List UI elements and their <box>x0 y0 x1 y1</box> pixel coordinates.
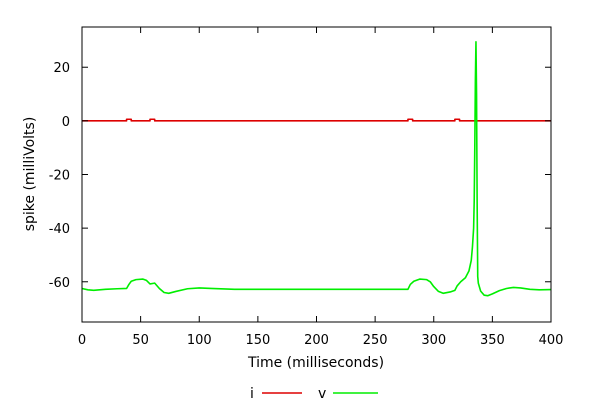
x-tick-label: 100 <box>187 333 212 348</box>
x-tick-label: 0 <box>78 333 86 348</box>
legend-label-i: i <box>250 386 254 402</box>
series-layer <box>81 40 552 297</box>
x-tick-label: 200 <box>304 333 329 348</box>
x-tick-label: 250 <box>363 333 388 348</box>
ticks-layer <box>81 27 552 322</box>
tick-labels-layer: 0 50 100 150 200 250 300 350 400 -60 -40 -20 0 20 <box>49 61 564 348</box>
series-line-i <box>82 118 551 122</box>
x-tick-label: 300 <box>421 333 446 348</box>
plot-frame <box>81 26 552 323</box>
x-tick-label: 400 <box>539 333 564 348</box>
y-axis-label: spike (milliVolts) <box>22 117 38 232</box>
y-tick-label: -20 <box>49 169 70 184</box>
y-tick-label: 0 <box>62 115 70 130</box>
y-tick-label: 20 <box>53 61 70 76</box>
x-tick-label: 150 <box>245 333 270 348</box>
legend-label-v: v <box>318 386 326 402</box>
y-tick-label: -60 <box>49 276 70 291</box>
x-axis-label: Time (milliseconds) <box>247 355 384 371</box>
x-tick-label: 50 <box>132 333 149 348</box>
y-tick-label: -40 <box>49 222 70 237</box>
x-tick-label: 350 <box>480 333 505 348</box>
series-line-v <box>81 40 552 297</box>
